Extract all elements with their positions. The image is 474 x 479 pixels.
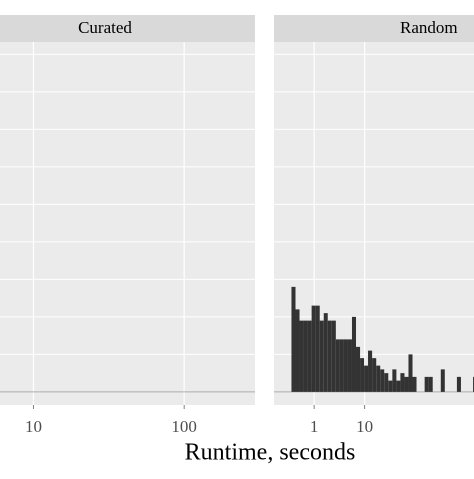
x-tick-label: 1: [310, 417, 319, 436]
bar: [376, 365, 381, 392]
bar: [299, 320, 304, 392]
bar: [456, 376, 461, 392]
bar: [295, 309, 300, 392]
bar: [339, 339, 344, 392]
bar: [331, 320, 336, 392]
x-tick-label: 10: [356, 417, 373, 436]
bar: [408, 354, 413, 392]
bar: [307, 320, 312, 392]
bar: [400, 373, 405, 392]
bar: [319, 320, 324, 392]
bar: [404, 376, 409, 392]
bar: [380, 369, 385, 392]
bar: [360, 358, 365, 392]
bar: [388, 380, 393, 392]
x-axis-title: Runtime, seconds: [185, 440, 356, 466]
bar: [291, 286, 296, 392]
bar: [356, 346, 361, 392]
bar: [396, 380, 401, 392]
panel: [0, 42, 255, 405]
bar: [351, 316, 357, 392]
bar: [440, 369, 445, 392]
bar: [335, 339, 340, 392]
bar: [392, 369, 397, 392]
bar: [384, 373, 389, 392]
bar: [303, 320, 308, 392]
x-tick-label: 100: [171, 417, 197, 436]
bar: [343, 339, 348, 392]
bar: [327, 320, 332, 392]
bar: [347, 339, 352, 392]
bar: [315, 305, 320, 392]
strip-title: Curated: [78, 18, 132, 37]
bar: [311, 305, 316, 392]
bar: [428, 376, 433, 392]
strip-title: Random: [400, 18, 458, 37]
bar: [368, 350, 373, 392]
bar: [323, 313, 328, 392]
strip: [0, 15, 255, 42]
x-tick-label: 10: [25, 417, 42, 436]
bar: [424, 376, 429, 392]
bar: [412, 376, 417, 392]
bar: [364, 365, 369, 392]
bar: [372, 358, 377, 392]
strip: [274, 15, 474, 42]
